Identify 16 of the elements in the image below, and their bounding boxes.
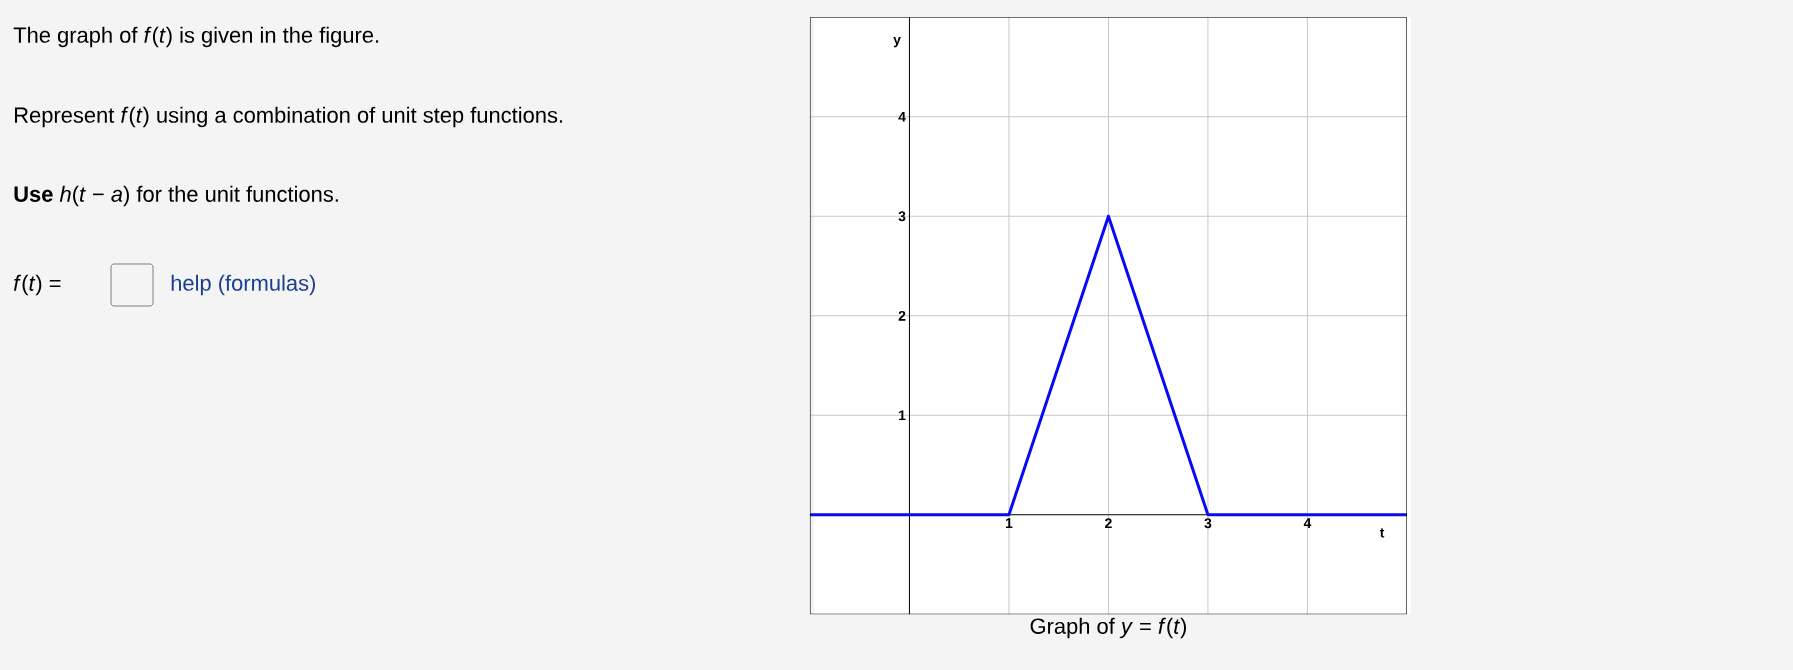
x-tick-label: 1 xyxy=(1005,518,1013,528)
x-axis-title: t xyxy=(1379,528,1385,538)
x-tick-label: 2 xyxy=(1105,518,1112,529)
y-axis-title: y xyxy=(893,37,901,48)
text: help (formulas) xyxy=(171,274,315,296)
x-tick-label: 4 xyxy=(1303,518,1312,528)
text: Graph of y = f(t) xyxy=(1030,617,1186,639)
x-tick-label: 3 xyxy=(1204,518,1212,529)
y-tick-label: 1 xyxy=(899,410,906,421)
y-tick-label: 3 xyxy=(898,211,906,222)
text: f(t) = xyxy=(13,274,61,296)
text: The graph of f(t) is given in the figure. xyxy=(13,26,379,48)
text: Represent f(t) using a combination of unit step functions. xyxy=(15,106,563,128)
y-tick-label: 2 xyxy=(898,310,906,321)
text: Use h(t − a) for the unit functions. xyxy=(14,185,338,207)
y-tick-label: 4 xyxy=(898,111,906,122)
